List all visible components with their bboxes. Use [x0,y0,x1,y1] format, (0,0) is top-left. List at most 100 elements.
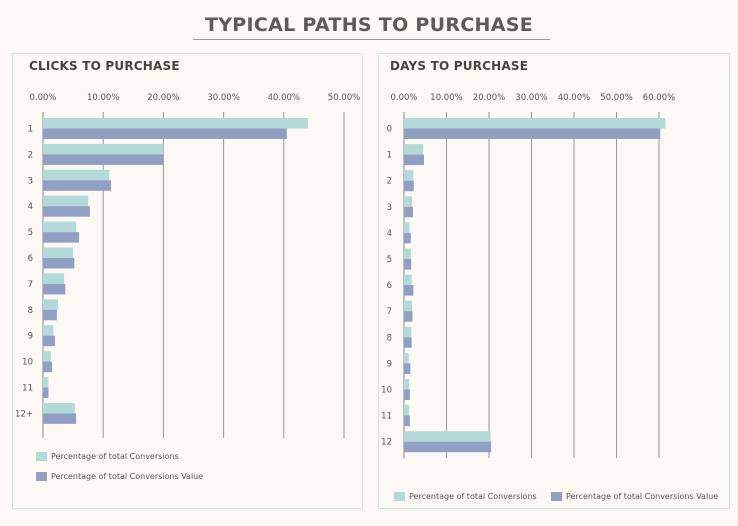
clicks-bar-conversions [43,273,65,284]
days-bar-conversions [404,300,413,312]
clicks-category-label: 1 [28,125,33,135]
clicks-x-tick-label: 30.00% [207,93,239,103]
clicks-chart-title: CLICKS TO PURCHASE [29,59,180,73]
clicks-x-tick-label: 50.00% [328,93,360,103]
clicks-bar-conversions-value [43,335,56,347]
legend-label-conversions-value-days: Percentage of total Conversions Value [566,492,719,501]
legend-label-conversions: Percentage of total Conversions [51,452,179,461]
clicks-bar-conversions [43,195,89,207]
clicks-category-label: 8 [28,306,33,316]
days-bar-conversions-value [404,415,410,427]
days-bar-conversions [404,352,409,364]
legend-item-conversions: Percentage of total Conversions [36,452,179,461]
clicks-bar-conversions [43,377,49,388]
days-bar-conversions [404,170,414,181]
clicks-category-label: 2 [28,150,33,160]
clicks-category-label: 12+ [15,409,33,419]
days-bar-conversions [404,326,412,338]
legend-label-conversions-days: Percentage of total Conversions [409,492,537,501]
days-category-label: 0 [387,125,392,135]
days-category-label: 9 [387,359,392,369]
days-category-label: 7 [387,307,392,317]
legend-swatch-conversions-value-days [551,492,562,501]
days-chart-title: DAYS TO PURCHASE [390,59,529,73]
days-bar-conversions [404,222,410,233]
clicks-bar-conversions [43,325,54,336]
title-underline [193,39,550,40]
clicks-bar-conversions [43,299,59,310]
clicks-x-tick-label: 0.00% [29,93,56,103]
days-bar-conversions-value [404,232,411,244]
clicks-category-label: 3 [28,176,33,186]
days-bar-conversions-value [404,285,414,296]
days-category-label: 1 [387,151,392,161]
clicks-bar-conversions-value [43,413,77,424]
days-bar-conversions [404,118,666,129]
days-x-tick-label: 50.00% [600,93,632,103]
days-bar-conversions [404,196,413,207]
legend-swatch-conversions-days [394,492,405,501]
legend-swatch-conversions-value [36,472,47,481]
clicks-x-tick-label: 10.00% [87,93,119,103]
legend-swatch-conversions [36,452,47,461]
days-to-purchase-panel: DAYS TO PURCHASE 0.00% 10.00% 20.00% 30.00%… [378,53,730,509]
clicks-category-label: 9 [28,332,33,342]
clicks-bar-conversions-value [43,154,164,165]
clicks-category-label: 6 [28,254,33,264]
days-x-tick-label: 10.00% [430,93,462,103]
legend-label-conversions-value: Percentage of total Conversions Value [51,472,204,481]
days-bar-conversions-value [404,154,424,166]
days-bar-conversions-value [404,259,412,270]
clicks-bar-conversions-value [43,361,53,373]
days-category-label: 4 [387,229,392,239]
clicks-bar-conversions-value [43,128,287,139]
clicks-bar-conversions-value [43,180,112,191]
days-bar-conversions [404,431,491,442]
days-to-purchase-chart: 0.00% 10.00% 20.00% 30.00% 40.00% 50.00% 60.00… [381,93,675,458]
clicks-x-tick-label: 40.00% [268,93,300,103]
days-bar-conversions-value [404,206,413,218]
legend-item-conversions-days: Percentage of total Conversions [394,492,537,501]
clicks-bar-conversions [43,143,164,155]
days-bar-conversions [404,248,411,259]
days-category-label: 8 [387,333,392,343]
clicks-category-label: 7 [28,280,33,290]
clicks-bar-conversions-value [43,232,80,243]
days-x-tick-label: 40.00% [558,93,590,103]
clicks-bar-conversions-value [43,309,57,321]
days-category-label: 3 [387,203,392,213]
clicks-x-tick-label: 20.00% [147,93,179,103]
clicks-to-purchase-chart: 0.00% 10.00% 20.00% 30.00% 40.00% 50.00% 1 2 3 4 5… [15,93,360,438]
days-bar-conversions-value [404,441,492,453]
page-title: TYPICAL PATHS TO PURCHASE [204,14,534,36]
days-bar-conversions-value [404,180,414,192]
days-x-tick-label: 30.00% [515,93,547,103]
clicks-bar-conversions-value [43,206,90,217]
days-bar-conversions [404,379,410,390]
clicks-bar-conversions [43,169,110,181]
days-bar-conversions-value [404,311,413,322]
days-category-label: 12 [381,438,392,448]
days-bar-conversions-value [404,363,411,374]
days-x-tick-label: 20.00% [473,93,505,103]
clicks-bar-conversions [43,402,75,414]
days-bar-conversions-value [404,337,412,348]
clicks-category-label: 5 [28,228,33,238]
legend-item-conversions-value-days: Percentage of total Conversions Value [551,492,718,501]
clicks-bar-conversions-value [43,387,49,398]
days-category-label: 11 [381,412,392,422]
clicks-bar-conversions [43,351,51,362]
days-category-label: 2 [387,177,392,187]
clicks-bar-conversions [43,221,77,233]
days-x-tick-label: 60.00% [643,93,675,103]
days-bar-conversions-value [404,128,661,139]
days-bar-conversions-value [404,389,410,400]
clicks-bar-conversions-value [43,283,66,295]
days-bar-conversions [404,274,412,286]
legend-item-conversions-value: Percentage of total Conversions Value [36,472,203,481]
clicks-bar-conversions [43,118,308,129]
clicks-to-purchase-panel: CLICKS TO PURCHASE 0.00% 10.00% 20.00% 30.0… [12,53,363,509]
clicks-category-label: 11 [22,384,33,394]
days-category-label: 6 [387,281,392,291]
clicks-bar-conversions [43,247,74,258]
